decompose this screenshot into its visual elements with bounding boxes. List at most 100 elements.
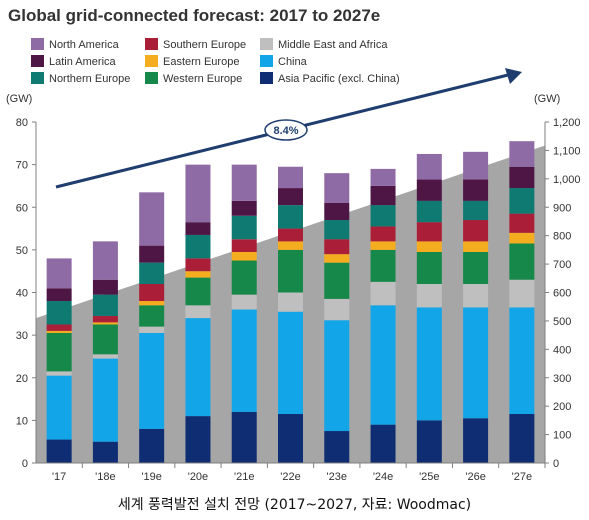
bar-western-europe-0 <box>46 332 72 372</box>
y-right-unit-label: (GW) <box>534 93 560 105</box>
bar-asia-pacific-excl-china-4 <box>231 411 257 463</box>
x-tick-label: '23e <box>327 471 347 483</box>
bar-southern-europe-7 <box>370 226 396 242</box>
bar-middle-east-and-africa-5 <box>278 292 303 312</box>
legend-swatch-northern-europe <box>31 72 44 84</box>
bar-middle-east-and-africa-9 <box>463 283 489 308</box>
bar-china-10 <box>509 307 535 414</box>
bar-western-europe-4 <box>231 260 257 295</box>
bar-china-1 <box>92 358 118 442</box>
x-tick-label: '21e <box>234 471 254 483</box>
bar-latin-america-2 <box>139 245 165 263</box>
y-right-tick-label: 0 <box>553 458 559 470</box>
bar-southern-europe-10 <box>509 213 535 233</box>
bar-northern-europe-9 <box>463 200 489 221</box>
bar-asia-pacific-excl-china-7 <box>370 424 396 463</box>
bar-middle-east-and-africa-2 <box>139 326 165 333</box>
bar-north-america-1 <box>92 241 118 280</box>
bar-western-europe-3 <box>185 277 211 306</box>
bar-middle-east-and-africa-4 <box>231 294 257 310</box>
legend-swatch-north-america <box>31 38 44 50</box>
bar-north-america-2 <box>139 192 165 246</box>
bar-latin-america-1 <box>92 279 118 295</box>
y-right-tick-label: 1,200 <box>553 117 581 129</box>
bar-western-europe-5 <box>278 249 303 293</box>
bar-layer <box>46 141 535 463</box>
bar-north-america-8 <box>416 153 442 180</box>
caption: 세계 풍력발전 설치 전망 (2017~2027, 자료: Woodmac) <box>117 497 472 513</box>
bar-north-america-10 <box>509 141 535 167</box>
y-left-tick-label: 20 <box>16 373 28 385</box>
bar-middle-east-and-africa-8 <box>416 283 442 308</box>
bar-asia-pacific-excl-china-5 <box>278 413 303 463</box>
bar-latin-america-6 <box>324 202 350 221</box>
bar-asia-pacific-excl-china-10 <box>509 413 535 463</box>
x-tick-label: '26e <box>465 471 485 483</box>
bar-southern-europe-8 <box>416 222 442 242</box>
bar-middle-east-and-africa-7 <box>370 281 396 306</box>
bar-northern-europe-6 <box>324 220 350 240</box>
legend-label-southern-europe: Southern Europe <box>163 39 246 51</box>
legend-label-middle-east-and-africa: Middle East and Africa <box>278 39 388 51</box>
bar-asia-pacific-excl-china-2 <box>139 428 165 463</box>
y-right-tick-label: 300 <box>553 373 571 385</box>
y-left-tick-label: 10 <box>16 415 28 427</box>
y-right-tick-label: 200 <box>553 401 571 413</box>
legend: North America Latin America Northern Europ… <box>31 38 400 85</box>
trend-arrow-head <box>505 68 522 84</box>
legend-label-china: China <box>278 56 308 68</box>
bar-north-america-0 <box>46 258 72 289</box>
bar-southern-europe-3 <box>185 258 211 272</box>
bar-china-9 <box>463 307 489 419</box>
bar-middle-east-and-africa-3 <box>185 305 211 319</box>
bar-eastern-europe-7 <box>370 241 396 250</box>
bar-latin-america-10 <box>509 166 535 189</box>
bar-middle-east-and-africa-1 <box>92 354 118 359</box>
bar-southern-europe-9 <box>463 220 489 242</box>
bar-china-3 <box>185 318 211 417</box>
bar-north-america-6 <box>324 173 350 203</box>
y-left-tick-label: 0 <box>22 458 28 470</box>
legend-label-western-europe: Western Europe <box>163 73 242 85</box>
bar-western-europe-6 <box>324 262 350 299</box>
bar-latin-america-0 <box>46 288 72 302</box>
bar-china-0 <box>46 375 72 440</box>
bar-eastern-europe-4 <box>231 252 257 261</box>
bar-northern-europe-5 <box>278 205 303 229</box>
bar-china-2 <box>139 332 165 429</box>
bar-northern-europe-4 <box>231 215 257 240</box>
bar-asia-pacific-excl-china-1 <box>92 441 118 463</box>
legend-swatch-southern-europe <box>145 38 158 50</box>
bar-latin-america-4 <box>231 200 257 216</box>
bar-northern-europe-7 <box>370 205 396 227</box>
bar-eastern-europe-3 <box>185 271 211 278</box>
bar-eastern-europe-9 <box>463 241 489 253</box>
y-right-tick-label: 500 <box>553 316 571 328</box>
y-right-tick-label: 800 <box>553 231 571 243</box>
x-tick-label: '22e <box>280 471 300 483</box>
y-left-tick-label: 40 <box>16 288 28 300</box>
y-right-tick-label: 700 <box>553 259 571 271</box>
bar-southern-europe-4 <box>231 239 257 253</box>
legend-label-asia-pacific-excl-china: Asia Pacific (excl. China) <box>278 73 400 85</box>
growth-rate-label: 8.4% <box>273 125 298 137</box>
growth-rate-badge <box>264 119 308 141</box>
bar-southern-europe-0 <box>46 324 72 331</box>
y-left-unit-label: (GW) <box>6 93 32 105</box>
bar-china-5 <box>278 311 303 414</box>
chart-svg: North America Latin America Northern Europ… <box>6 38 581 483</box>
bar-western-europe-7 <box>370 249 396 282</box>
bar-asia-pacific-excl-china-9 <box>463 418 489 463</box>
trend-layer: 8.4% <box>55 68 522 189</box>
legend-swatch-asia-pacific-excl-china <box>260 72 273 84</box>
bar-middle-east-and-africa-10 <box>509 279 535 308</box>
x-tick-label: '19e <box>141 471 161 483</box>
bar-latin-america-8 <box>416 179 442 201</box>
y-right-tick-label: 1,100 <box>553 145 581 157</box>
y-right-tick-label: 900 <box>553 202 571 214</box>
bar-latin-america-9 <box>463 179 489 201</box>
bar-eastern-europe-1 <box>92 322 118 325</box>
bar-southern-europe-1 <box>92 315 118 323</box>
bar-northern-europe-0 <box>46 301 72 325</box>
bar-north-america-7 <box>370 168 396 186</box>
